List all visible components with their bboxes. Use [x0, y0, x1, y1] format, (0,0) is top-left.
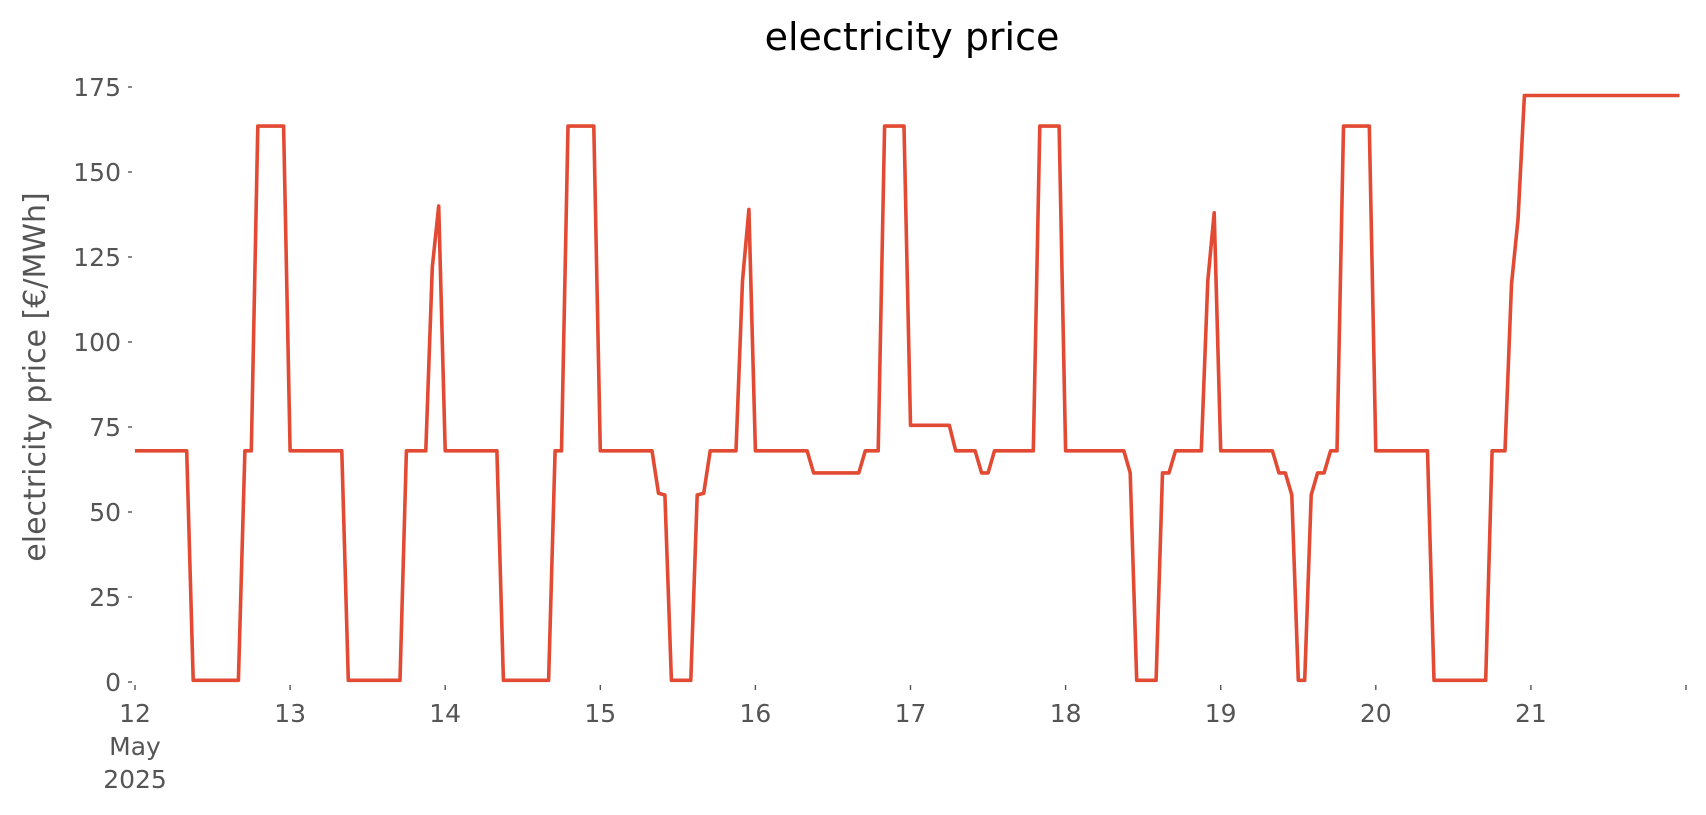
chart-title: electricity price	[765, 15, 1060, 59]
y-tick-label: 50	[89, 498, 121, 527]
y-tick-label: 0	[105, 668, 121, 697]
x-tick-label: 2025	[103, 765, 167, 794]
x-tick-label: 21	[1515, 699, 1547, 728]
y-tick-label: 75	[89, 413, 121, 442]
y-tick-label: 175	[73, 73, 121, 102]
x-tick-label: 16	[739, 699, 771, 728]
y-tick-label: 100	[73, 328, 121, 357]
x-tick-label: 18	[1050, 699, 1082, 728]
y-tick-label: 25	[89, 583, 121, 612]
x-tick-label: 13	[274, 699, 306, 728]
x-tick-label: 19	[1205, 699, 1237, 728]
x-tick-label: 17	[895, 699, 927, 728]
plot-area	[135, 93, 1680, 683]
y-tick-label: 150	[73, 158, 121, 187]
y-axis: 0 25 50 75 100 125 150 175	[73, 73, 132, 697]
series-line	[135, 93, 1680, 683]
y-axis-label: electricity price [€/MWh]	[18, 192, 53, 561]
x-tick-label: 20	[1360, 699, 1392, 728]
x-tick-label: 15	[584, 699, 616, 728]
x-axis: 12 May 2025 13 14 15 16 17 18 19 20 21	[103, 685, 1687, 794]
x-tick-label: 14	[429, 699, 461, 728]
y-tick-label: 125	[73, 243, 121, 272]
x-tick-label: 12	[119, 699, 151, 728]
x-tick-label: May	[109, 732, 161, 761]
